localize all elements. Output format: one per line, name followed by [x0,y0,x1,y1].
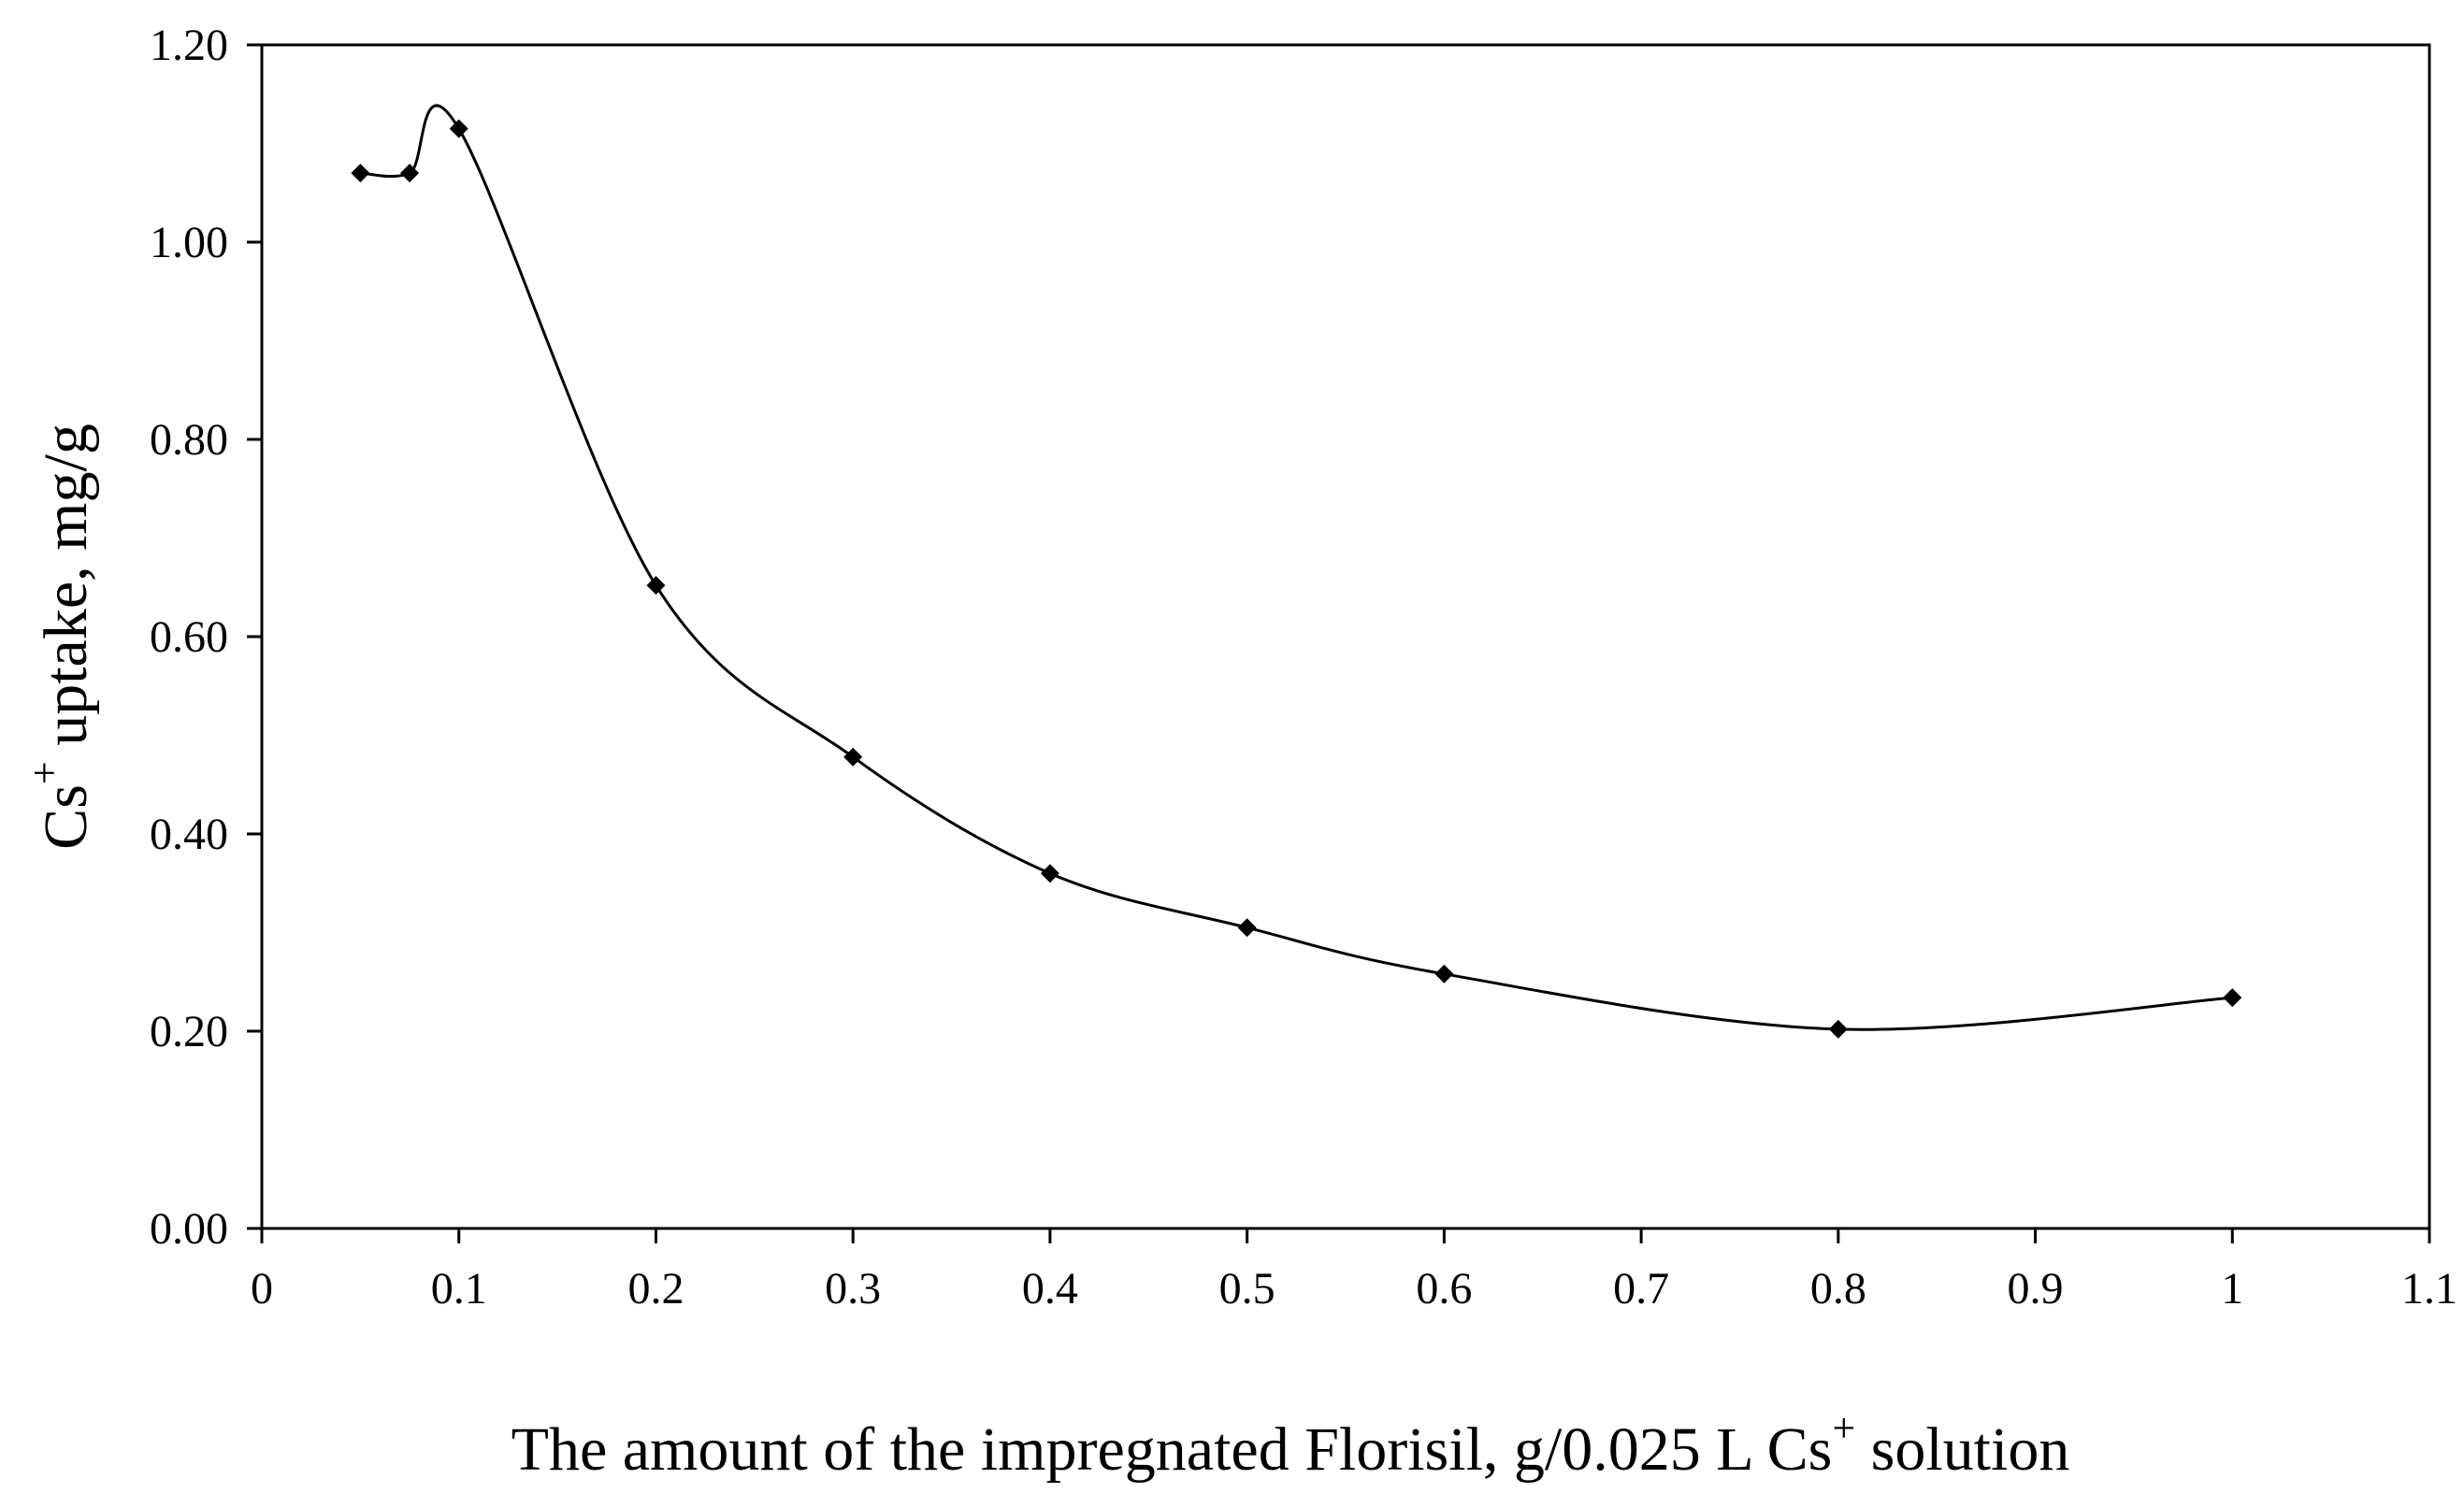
data-point-marker [1828,1019,1848,1039]
x-tick-label: 1 [2221,1264,2243,1314]
x-tick-label: 0.8 [1810,1264,1866,1314]
series-layer [351,104,2242,1039]
y-axis-title-tail: uptake, mg/g [32,423,100,761]
y-tick-label: 0.00 [150,1204,228,1254]
x-tick-label: 0.7 [1613,1264,1669,1314]
data-point-marker [2223,988,2242,1008]
y-tick-label: 0.40 [150,810,228,859]
y-tick-label: 0.20 [150,1007,228,1056]
y-axis-title-superscript: + [22,761,67,784]
plot-area [260,43,2431,1230]
y-tick-label: 0.60 [150,612,228,662]
x-axis-ticks: 0 0.1 0.2 0.3 0.4 0.5 0.6 0.7 0.8 0.9 1 1.1 [251,1228,2457,1314]
y-axis-title-main: Cs [32,784,100,850]
data-point-marker [1434,964,1454,983]
y-tick-label: 1.20 [150,21,228,70]
x-tick-label: 0.5 [1219,1264,1275,1314]
x-tick-label: 0.1 [431,1264,487,1314]
x-axis-title-tail: solution [1855,1415,2069,1484]
x-tick-label: 0.3 [825,1264,881,1314]
x-tick-label: 0 [251,1264,273,1314]
x-axis-title: The amount of the impregnated Florisil, … [512,1405,2070,1484]
data-point-marker [646,576,666,596]
x-tick-label: 1.1 [2401,1264,2457,1314]
x-tick-label: 0.4 [1022,1264,1078,1314]
y-axis-ticks: 0.00 0.20 0.40 0.60 0.80 1.00 1.20 [150,21,262,1254]
data-point-marker [1040,864,1059,883]
y-tick-label: 1.00 [150,218,228,267]
y-tick-label: 0.80 [150,415,228,465]
x-tick-label: 0.9 [2008,1264,2064,1314]
x-axis-title-main: The amount of the impregnated Florisil, … [512,1415,1833,1484]
data-point-marker [351,164,370,183]
data-point-marker [400,164,420,183]
y-axis-title: Cs+ uptake, mg/g [22,423,100,850]
data-point-marker [843,747,863,767]
data-point-marker [449,119,468,138]
x-tick-label: 0.2 [627,1264,684,1314]
data-point-marker [1237,918,1257,938]
x-tick-label: 0.6 [1416,1264,1472,1314]
x-axis-title-superscript: + [1832,1405,1855,1451]
